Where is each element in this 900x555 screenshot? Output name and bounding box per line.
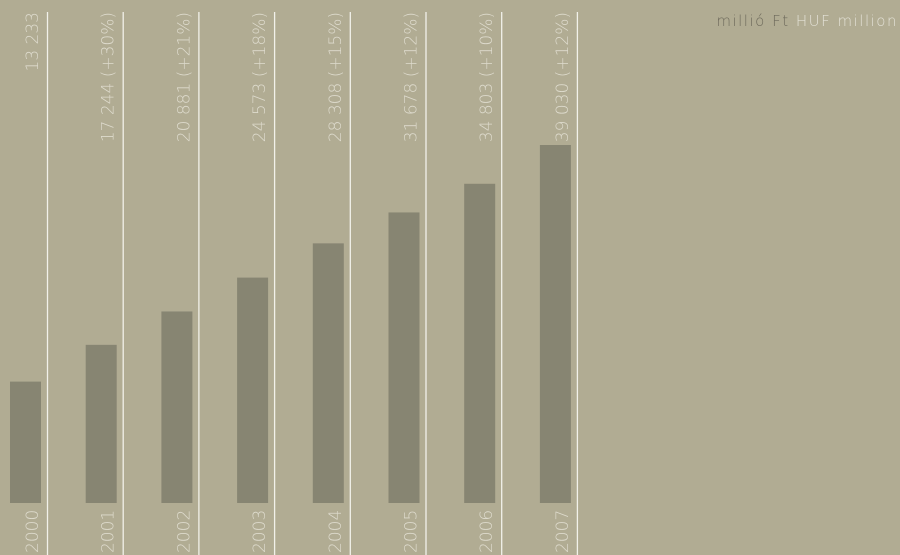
value-label-2005: 31 678 (+12%) [402, 12, 422, 142]
value-label-2004: 28 308 (+15%) [326, 12, 346, 142]
category-label-2003: 2003 [250, 510, 270, 553]
bar-2001 [85, 344, 117, 503]
category-label-2007: 2007 [553, 510, 573, 553]
value-label-2006: 34 803 (+10%) [477, 12, 497, 142]
category-label-2006: 2006 [477, 510, 497, 553]
bar-2005 [388, 212, 420, 503]
unit-label-english: HUF million [795, 12, 898, 30]
category-label-2000: 2000 [23, 510, 43, 553]
category-label-2004: 2004 [326, 510, 346, 553]
value-label-2002: 20 881 (+21%) [174, 12, 194, 142]
value-label-2003: 24 573 (+18%) [250, 12, 270, 142]
value-label-2007: 39 030 (+12%) [553, 12, 573, 142]
bar-2000 [10, 381, 41, 503]
value-label-2000: 13 233 [23, 12, 43, 71]
bar-2004 [312, 243, 344, 504]
unit-label: millió Ft HUF million [716, 12, 898, 30]
value-label-2001: 17 244 (+30%) [99, 12, 119, 142]
category-label-2001: 2001 [99, 510, 119, 553]
category-label-2005: 2005 [402, 510, 422, 553]
category-label-2002: 2002 [174, 510, 194, 553]
bar-2006 [464, 183, 496, 504]
bar-2007 [539, 145, 571, 503]
unit-label-hungarian: millió Ft [716, 12, 790, 30]
bar-2003 [237, 277, 269, 503]
bar-2002 [161, 311, 193, 503]
